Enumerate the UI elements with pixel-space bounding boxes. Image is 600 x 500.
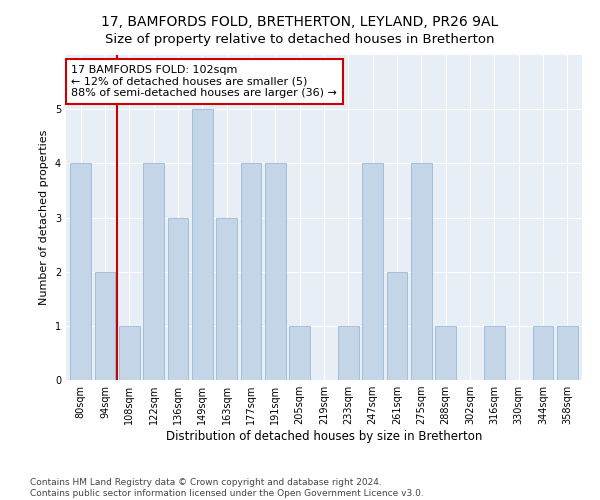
Bar (70, 164, 91, 380)
Bar (95, 272, 115, 380)
Bar (338, 326, 359, 380)
X-axis label: Distribution of detached houses by size in Bretherton: Distribution of detached houses by size … (166, 430, 482, 443)
Bar (192, 109, 212, 380)
Text: Size of property relative to detached houses in Bretherton: Size of property relative to detached ho… (105, 32, 495, 46)
Bar (362, 164, 383, 380)
Y-axis label: Number of detached properties: Number of detached properties (40, 130, 49, 305)
Bar (143, 164, 164, 380)
Bar (484, 326, 505, 380)
Bar (119, 326, 140, 380)
Text: 17, BAMFORDS FOLD, BRETHERTON, LEYLAND, PR26 9AL: 17, BAMFORDS FOLD, BRETHERTON, LEYLAND, … (101, 15, 499, 29)
Bar (436, 326, 456, 380)
Text: 17 BAMFORDS FOLD: 102sqm
← 12% of detached houses are smaller (5)
88% of semi-de: 17 BAMFORDS FOLD: 102sqm ← 12% of detach… (71, 64, 337, 98)
Bar (289, 326, 310, 380)
Bar (557, 326, 578, 380)
Bar (167, 218, 188, 380)
Bar (265, 164, 286, 380)
Text: Contains HM Land Registry data © Crown copyright and database right 2024.
Contai: Contains HM Land Registry data © Crown c… (30, 478, 424, 498)
Bar (241, 164, 262, 380)
Bar (533, 326, 553, 380)
Bar (411, 164, 432, 380)
Bar (216, 218, 237, 380)
Bar (386, 272, 407, 380)
